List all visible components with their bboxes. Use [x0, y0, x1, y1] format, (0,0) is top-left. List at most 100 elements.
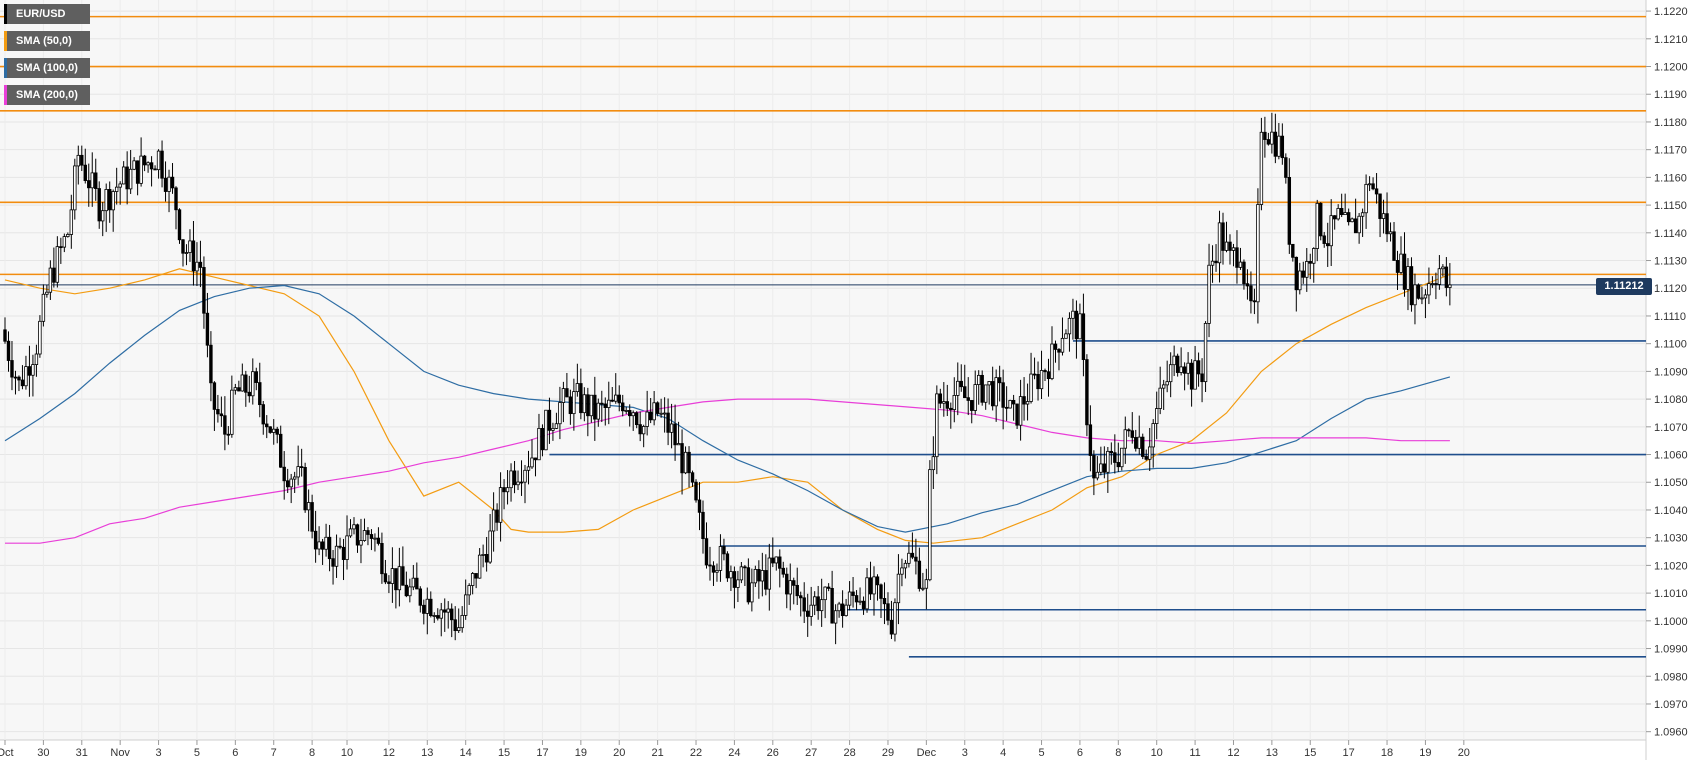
candle-body	[261, 404, 265, 425]
y-tick-label: 1.1190	[1654, 89, 1687, 101]
legend-item-eurusd[interactable]: EUR/USD	[4, 4, 90, 24]
candle-body	[443, 609, 447, 613]
candle-body	[1151, 423, 1155, 448]
candle-body	[1270, 131, 1274, 145]
candle-body	[1441, 266, 1445, 270]
candle-body	[924, 579, 929, 589]
y-tick-label: 1.1080	[1654, 394, 1688, 406]
candle-body	[341, 546, 346, 560]
candle-body	[59, 246, 63, 249]
candle-body	[460, 614, 464, 629]
candle-body	[55, 246, 60, 283]
legend-label: EUR/USD	[16, 8, 66, 20]
candle-body	[401, 566, 405, 586]
candle-body	[788, 580, 792, 595]
candle-body	[896, 573, 901, 604]
candle-body	[327, 536, 332, 560]
candle-body	[160, 150, 164, 179]
candle-body	[240, 374, 245, 392]
candle-body	[893, 602, 897, 635]
candle-body	[313, 530, 318, 550]
candle-body	[1329, 215, 1333, 247]
candle-body	[697, 499, 702, 513]
x-tick-label: 19	[1419, 747, 1431, 759]
candle-body	[111, 191, 115, 211]
candle-body	[903, 562, 908, 569]
candle-body	[1123, 429, 1127, 449]
x-tick-label: 7	[271, 747, 277, 759]
candle-body	[1015, 403, 1019, 426]
candle-body	[799, 595, 803, 599]
candle-body	[348, 528, 353, 537]
candle-body	[488, 530, 492, 563]
x-tick-label: 5	[194, 747, 200, 759]
candle-body	[1046, 371, 1051, 380]
candle-body	[310, 502, 314, 532]
candle-body	[62, 236, 67, 248]
candle-body	[1106, 450, 1110, 473]
candle-body	[739, 566, 744, 581]
legend-item-sma100[interactable]: SMA (100,0)	[4, 58, 90, 78]
candle-body	[282, 466, 286, 482]
candle-body	[851, 591, 855, 596]
candle-body	[621, 402, 625, 412]
candle-body	[422, 604, 426, 614]
candle-body	[202, 267, 206, 314]
candle-body	[397, 566, 402, 591]
candle-body	[387, 581, 391, 584]
x-tick-label: 11	[1189, 747, 1200, 759]
candle-body	[1357, 215, 1361, 234]
candle-body	[216, 409, 220, 415]
candle-body	[219, 413, 224, 417]
candle-body	[565, 388, 569, 398]
candle-body	[1050, 343, 1054, 380]
candle-body	[774, 556, 778, 564]
candle-body	[1238, 261, 1243, 268]
x-axis-ticks: Oct 30 31 Nov 3 5 6 7 8 10 12 13 14 15 17 19 20 21 22 24 26 2…	[0, 740, 1470, 759]
legend-item-sma200[interactable]: SMA (200,0)	[4, 85, 90, 105]
y-tick-label: 1.1090	[1654, 366, 1688, 378]
candle-body	[690, 472, 695, 483]
candle-body	[554, 423, 559, 429]
candle-body	[1203, 323, 1208, 383]
candle-body	[847, 591, 852, 606]
candle-body	[1148, 446, 1152, 460]
candle-body	[582, 394, 587, 414]
candle-body	[303, 467, 307, 511]
x-tick-label: 27	[805, 747, 817, 759]
x-tick-label: Dec	[917, 747, 937, 759]
candle-body	[718, 546, 723, 571]
legend: EUR/USD SMA (50,0) SMA (100,0) SMA (200,…	[4, 4, 90, 112]
candle-body	[20, 379, 25, 387]
candle-body	[1374, 188, 1379, 195]
y-tick-label: 1.1200	[1654, 62, 1688, 74]
x-tick-label: 10	[1151, 747, 1163, 759]
candle-body	[1116, 462, 1121, 468]
candle-body	[1319, 202, 1323, 237]
candle-body	[247, 391, 251, 397]
x-tick-label: 26	[767, 747, 779, 759]
candle-body	[1430, 283, 1435, 285]
candle-body	[1399, 253, 1403, 273]
candle-body	[436, 615, 440, 619]
candle-body	[806, 610, 810, 617]
candle-body	[505, 487, 510, 493]
candle-body	[715, 570, 719, 573]
legend-item-sma50[interactable]: SMA (50,0)	[4, 31, 90, 51]
candle-body	[966, 397, 970, 401]
candle-body	[1182, 366, 1187, 374]
candle-body	[268, 426, 272, 433]
candle-body	[306, 502, 311, 511]
candle-body	[516, 481, 520, 486]
candle-body	[415, 577, 419, 590]
legend-label: SMA (50,0)	[16, 35, 72, 47]
x-axis-panel	[0, 740, 1646, 760]
current-price-tag: 1.11212	[1596, 278, 1652, 295]
candle-body	[872, 576, 876, 595]
candle-body	[882, 598, 887, 605]
candle-body	[1301, 270, 1305, 278]
candle-body	[736, 579, 740, 588]
candle-body	[296, 466, 300, 478]
candle-body	[795, 584, 799, 597]
